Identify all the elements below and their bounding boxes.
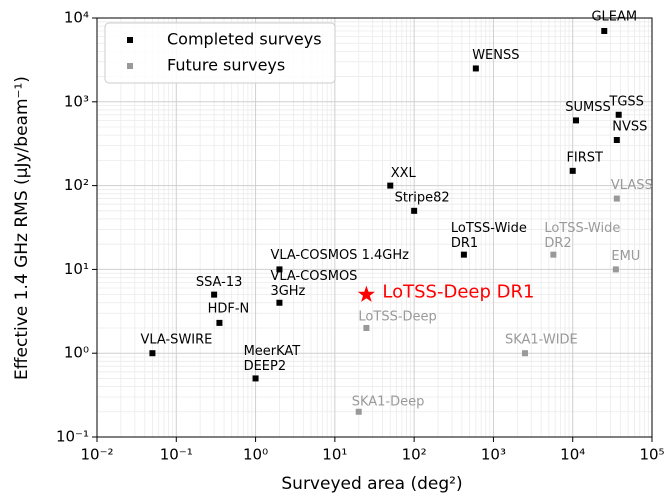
legend-marker [127, 37, 133, 43]
y-tick-label: 10² [64, 176, 89, 194]
y-tick-label: 10¹ [64, 260, 89, 278]
point-label: XXL [391, 166, 417, 181]
point-label: GLEAM [591, 9, 637, 24]
legend-marker [127, 63, 133, 69]
data-point [276, 266, 283, 273]
highlight-star [357, 285, 375, 302]
x-tick-label: 10⁴ [560, 446, 585, 464]
point-label: SKA1-WIDE [505, 333, 578, 348]
data-point [613, 195, 620, 202]
point-label: VLASS [611, 178, 653, 193]
data-point [613, 137, 620, 144]
data-point [612, 266, 619, 273]
y-tick-label: 10⁻¹ [56, 428, 89, 446]
data-point [149, 350, 156, 357]
x-tick-label: 10⁰ [243, 446, 268, 464]
data-point [601, 27, 608, 34]
point-label: VLA-COSMOS [270, 269, 357, 284]
data-point [211, 291, 218, 298]
point-label: SUMSS [565, 100, 611, 115]
point-label: DEEP2 [244, 359, 287, 374]
point-label: DR1 [451, 236, 478, 251]
legend-label: Completed surveys [167, 30, 322, 49]
y-tick-label: 10³ [64, 92, 89, 110]
x-axis-label: Surveyed area (deg²) [281, 474, 462, 494]
point-label: MeerKAT [244, 344, 301, 359]
y-tick-label: 10⁰ [64, 344, 89, 362]
x-tick-label: 10³ [481, 446, 506, 464]
data-point [276, 299, 283, 306]
point-label: DR2 [544, 236, 571, 251]
x-tick-label: 10⁵ [639, 446, 664, 464]
data-point [550, 251, 557, 258]
x-tick-label: 10⁻¹ [160, 446, 193, 464]
legend-box [104, 22, 336, 84]
data-point [252, 375, 259, 382]
x-tick-label: 10⁻² [80, 446, 113, 464]
y-tick-label: 10⁴ [64, 9, 89, 27]
point-label: VLA-SWIRE [140, 333, 212, 348]
legend: Completed surveys Future surveys [104, 22, 336, 84]
point-label: EMU [611, 249, 640, 264]
plot-frame [96, 17, 653, 438]
point-label: LoTSS-Wide [544, 221, 620, 236]
point-label: 3GHz [270, 284, 305, 299]
point-label: SSA-13 [196, 275, 243, 290]
data-point [216, 319, 223, 326]
data-point [411, 207, 418, 214]
data-point [472, 65, 479, 72]
point-label: SKA1-Deep [352, 394, 425, 409]
legend-label: Future surveys [167, 56, 285, 75]
data-point [615, 111, 622, 118]
point-label: TGSS [608, 94, 644, 109]
data-point [355, 408, 362, 415]
x-tick-label: 10¹ [322, 446, 347, 464]
point-label: WENSS [472, 48, 519, 63]
data-point [569, 167, 576, 174]
point-label: HDF-N [208, 301, 250, 316]
point-label: LoTSS-Wide [451, 221, 527, 236]
data-point [387, 182, 394, 189]
point-label: FIRST [566, 150, 603, 165]
x-tick-label: 10² [402, 446, 427, 464]
data-point [521, 350, 528, 357]
data-point [572, 117, 579, 124]
highlight-label: LoTSS-Deep DR1 [382, 282, 534, 303]
point-label: LoTSS-Deep [358, 309, 436, 324]
point-label: Stripe82 [395, 190, 450, 205]
point-label: VLA-COSMOS 1.4GHz [270, 248, 409, 263]
data-point [363, 324, 370, 331]
data-point [460, 251, 467, 258]
y-axis-label: Effective 1.4 GHz RMS (μJy/beam⁻¹) [12, 76, 32, 380]
point-label: NVSS [612, 120, 647, 135]
